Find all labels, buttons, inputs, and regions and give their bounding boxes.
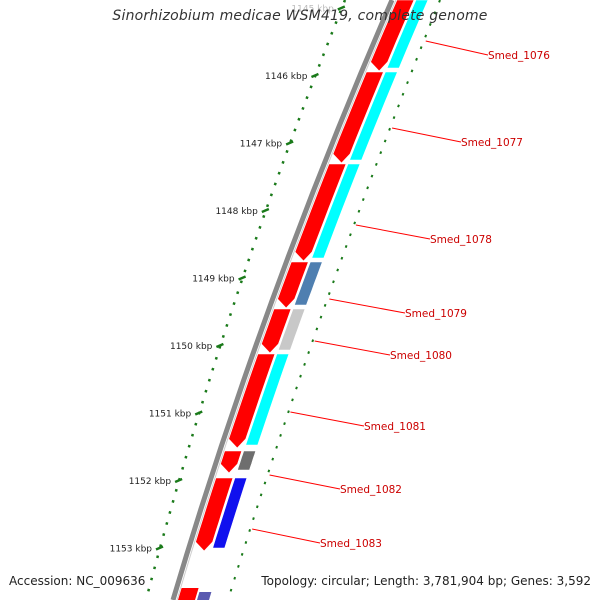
scale-tick-label: 1149 kbp [192,275,235,285]
gene-outer-strand[interactable] [370,0,415,72]
scale-tick-mark [337,5,346,11]
gene-outer-strand[interactable] [277,261,309,309]
gene-labels: Smed_1076 Smed_1077 Smed_1078 Smed_1079 Smed… [252,40,550,550]
scale-tick-mark [261,207,270,214]
gene-leader-line [391,127,462,143]
scale-ticks: 1145 kbp 1146 kbp 1147 kbp 1148 kbp 1149 kbp… [110,5,346,555]
backbone-highlight [176,0,397,600]
gene-label[interactable]: Smed_1076 [488,50,550,62]
gene-leader-line [329,298,406,314]
gene-outer-strand[interactable] [294,163,347,262]
scale-tick-label: 1147 kbp [240,140,283,150]
scale-tick-mark [174,477,183,484]
gene-outer-strand-partial [178,588,199,600]
gene-label[interactable]: Smed_1077 [461,137,523,149]
scale-tick-label: 1151 kbp [149,410,192,420]
genome-stats: Topology: circular; Length: 3,781,904 bp… [261,574,591,588]
scale-tick-mark [194,410,203,416]
map-title: Sinorhizobium medicae WSM419, complete g… [112,8,488,24]
gene-leader-line [355,224,431,240]
gene-outer-strand[interactable] [228,353,276,449]
gene-leader-line [425,40,489,56]
gene-label[interactable]: Smed_1082 [340,484,402,496]
gene-track [178,0,429,600]
gene-leader-line [252,528,321,544]
gene-label[interactable]: Smed_1078 [430,234,492,246]
gene-label[interactable]: Smed_1080 [390,350,452,362]
scale-tick-label: 1150 kbp [170,342,213,352]
length-value: 3,781,904 bp [422,574,503,588]
gene-outer-strand[interactable] [195,477,234,552]
scale-track [144,0,347,600]
accession-info: Accession: NC_009636 [9,574,145,588]
gene-outer-strand[interactable] [332,71,384,164]
scale-tick-label: 1152 kbp [129,477,172,487]
gene-label[interactable]: Smed_1083 [320,538,382,550]
genes-value: 3,592 [556,574,591,588]
scale-tick-mark [238,275,247,281]
gene-inner-strand[interactable] [311,163,361,259]
gene-inner-strand[interactable] [212,477,248,549]
gene-leader-line [314,340,391,356]
scale-tick-mark [155,545,164,551]
gene-inner-strand[interactable] [245,353,290,446]
gene-label[interactable]: Smed_1081 [364,421,426,433]
gene-inner-strand[interactable] [237,450,257,471]
gene-outer-strand[interactable] [220,450,243,474]
gene-inner-strand[interactable] [386,0,429,69]
backbone-line [170,0,395,600]
gene-leader-line [290,411,365,427]
gene-inner-strand[interactable] [277,308,306,351]
accession-value: NC_009636 [76,574,146,588]
length-label: Length: [373,574,420,588]
scale-tick-label: 1148 kbp [215,207,258,217]
scale-tick-label: 1146 kbp [265,72,308,82]
gene-inner-strand[interactable] [349,71,398,161]
scale-tick-label: 1145 kbp [291,5,334,15]
gene-inner-strand-partial [197,592,212,600]
gene-outer-strand[interactable] [261,308,292,354]
topology-value: circular [321,574,366,588]
scale-tick-mark [215,342,224,349]
genes-label: Genes: [510,574,553,588]
gene-leader-line [269,474,341,490]
scale-tick-mark [285,140,294,146]
scale-tick-mark [310,72,319,79]
gene-inner-strand[interactable] [293,261,323,306]
topology-label: Topology: [261,574,318,588]
scale-tick-label: 1153 kbp [110,545,153,555]
accession-label: Accession: [9,574,73,588]
gene-label[interactable]: Smed_1079 [405,308,467,320]
